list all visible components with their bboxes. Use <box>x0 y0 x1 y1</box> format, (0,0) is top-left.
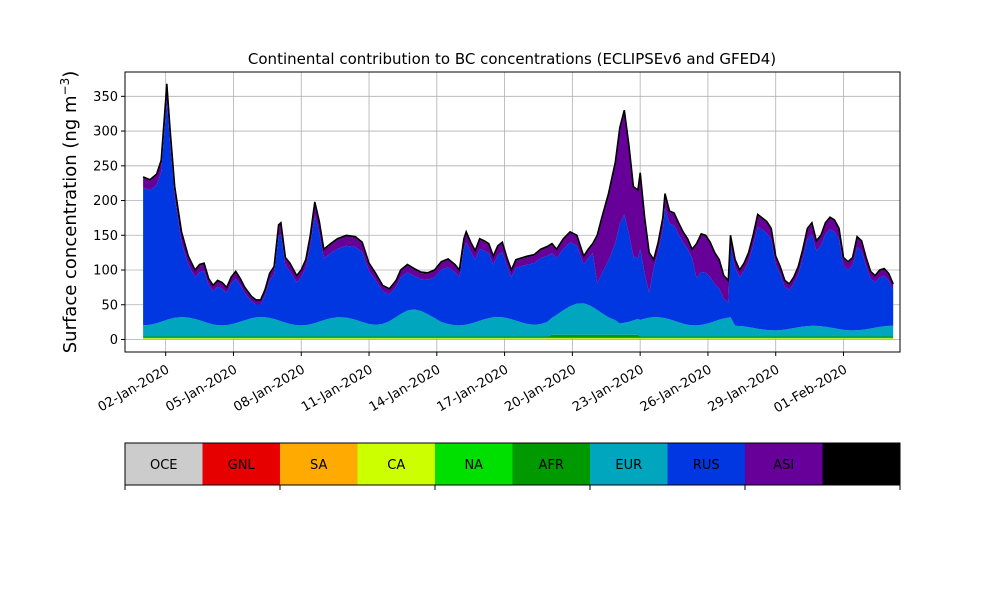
area-eur <box>143 303 894 337</box>
legend-label-asi: ASI <box>773 458 794 473</box>
x-tick-label-6: 20-Jan-2020 <box>502 362 579 415</box>
legend-label-rus: RUS <box>693 458 720 473</box>
legend-label-eur: EUR <box>615 458 642 473</box>
area-asi <box>143 84 894 305</box>
legend-swatch-na <box>435 443 513 485</box>
y-tick-label-0: 0 <box>110 333 118 348</box>
x-tick-label-10: 01-Feb-2020 <box>772 362 851 416</box>
y-axis-label-close: ) <box>60 71 81 78</box>
legend-label-aus: AUS <box>848 458 875 473</box>
x-tick-label-4: 14-Jan-2020 <box>367 362 444 415</box>
x-tick-label-7: 23-Jan-2020 <box>570 362 647 415</box>
x-tick-label-2: 08-Jan-2020 <box>231 362 308 415</box>
area-ca <box>143 338 894 339</box>
area-na <box>143 337 894 339</box>
legend-frame <box>124 442 901 486</box>
area-rus <box>143 100 894 331</box>
area-afr <box>143 334 894 338</box>
y-axis-label-main: Surface concentration (ng m <box>60 95 81 353</box>
legend-label-ca: CA <box>387 458 405 473</box>
x-tick-label-5: 17-Jan-2020 <box>435 362 512 415</box>
y-tick-label-6: 300 <box>93 125 118 140</box>
total-outline <box>142 83 894 301</box>
legend-label-afr: AFR <box>539 458 564 473</box>
x-tick-label-0: 02-Jan-2020 <box>96 362 173 415</box>
legend-colorbar: OCE GNL SA CA NA AFR EUR RUS ASI AUS <box>124 442 901 490</box>
legend-label-sa: SA <box>310 458 327 473</box>
legend-swatch-oce <box>125 443 203 485</box>
y-axis-label-exponent: −3 <box>58 78 72 96</box>
y-tick-label-1: 50 <box>101 298 118 313</box>
legend-swatch-aus <box>822 443 900 485</box>
y-tick-label-2: 100 <box>93 264 118 279</box>
x-tick-label-1: 05-Jan-2020 <box>163 362 240 415</box>
y-tick-label-3: 150 <box>93 229 118 244</box>
legend-swatch-afr <box>512 443 590 485</box>
x-tick-label-3: 11-Jan-2020 <box>299 362 376 415</box>
legend-swatch-eur <box>590 443 668 485</box>
plot-area: 0 50 100 150 200 250 300 350 02-Jan-202005-Jan-2… <box>93 71 901 416</box>
plot-frame <box>124 71 901 353</box>
y-axis-label: Surface concentration (ng m−3) <box>58 71 81 354</box>
legend-swatch-gnl <box>202 443 280 485</box>
legend-label-na: NA <box>464 458 483 473</box>
chart-title: Continental contribution to BC concentra… <box>248 50 776 68</box>
legend-swatch-ca <box>357 443 435 485</box>
y-tick-label-7: 350 <box>93 90 118 105</box>
x-tick-label-9: 29-Jan-2020 <box>706 362 783 415</box>
legend-label-oce: OCE <box>150 458 178 473</box>
x-tick-label-8: 26-Jan-2020 <box>638 362 715 415</box>
y-tick-label-4: 200 <box>93 194 118 209</box>
legend-label-gnl: GNL <box>228 458 256 473</box>
legend-swatch-asi <box>745 443 823 485</box>
legend-swatch-sa <box>280 443 358 485</box>
y-tick-label-5: 250 <box>93 159 118 174</box>
legend-swatch-rus <box>667 443 745 485</box>
